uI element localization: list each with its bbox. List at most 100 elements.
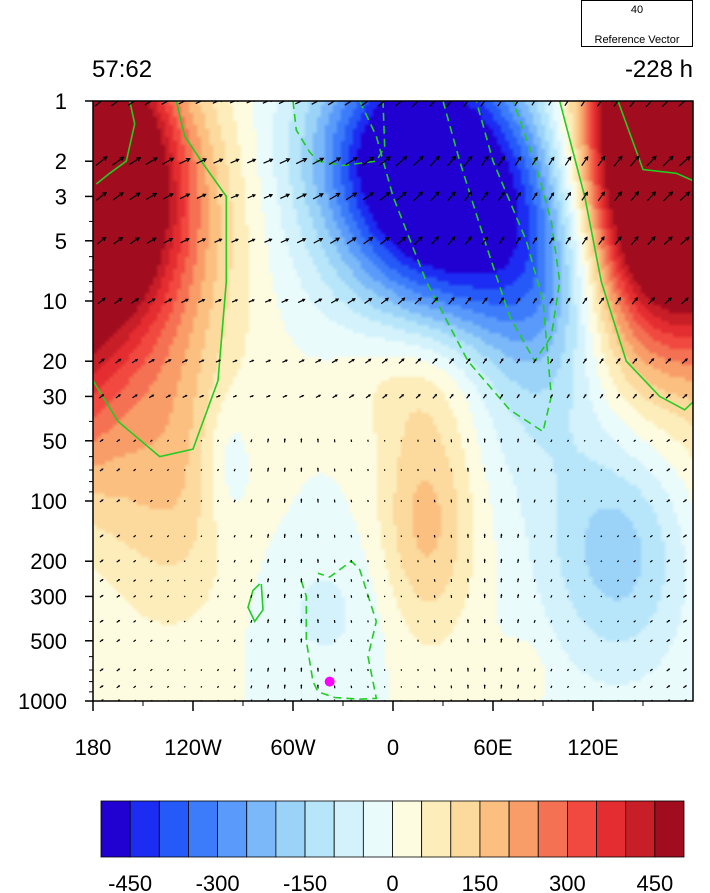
wind-vector xyxy=(146,237,157,244)
colorbar-swatch xyxy=(654,800,685,858)
wind-vector xyxy=(633,468,636,472)
wind-vector xyxy=(464,236,472,245)
wind-vector xyxy=(448,297,455,305)
wind-vector xyxy=(663,191,674,202)
wind-vector xyxy=(465,296,472,305)
wind-vector xyxy=(533,619,536,623)
wind-vector xyxy=(447,191,456,202)
wind-vector xyxy=(398,393,405,399)
wind-vector xyxy=(362,192,374,201)
wind-vector xyxy=(649,439,653,443)
wind-vector xyxy=(466,467,469,472)
wind-vector xyxy=(682,639,688,643)
wind-vector xyxy=(99,468,104,472)
wind-vector xyxy=(516,358,520,364)
wind-vector xyxy=(548,101,553,106)
wind-vector xyxy=(549,297,554,304)
wind-vector xyxy=(682,685,688,689)
wind-vector xyxy=(316,684,319,689)
wind-vector xyxy=(133,534,137,538)
wind-vector xyxy=(265,359,272,363)
wind-vector xyxy=(500,533,503,538)
wind-vector xyxy=(300,558,303,563)
wind-vector xyxy=(231,238,239,243)
wind-vector xyxy=(350,534,353,538)
wind-vector xyxy=(581,191,589,201)
wind-vector xyxy=(200,595,203,598)
wind-vector xyxy=(532,236,538,245)
wind-vector xyxy=(163,237,174,244)
wind-vector xyxy=(216,639,220,642)
wind-vector xyxy=(263,158,274,164)
wind-vector xyxy=(629,101,636,108)
wind-vector xyxy=(649,595,653,598)
wind-vector xyxy=(216,579,220,582)
wind-vector xyxy=(166,579,170,582)
wind-vector xyxy=(250,619,253,623)
wind-vector xyxy=(365,394,372,399)
wind-vector xyxy=(666,594,671,598)
wind-vector xyxy=(200,639,203,642)
wind-vector xyxy=(666,668,671,672)
wind-vector xyxy=(231,299,239,303)
wind-vector xyxy=(331,359,339,364)
wind-vector xyxy=(283,637,286,643)
wind-vector xyxy=(330,298,340,304)
wind-vector xyxy=(514,156,522,166)
wind-vector xyxy=(633,534,636,538)
wind-vector xyxy=(183,579,186,582)
wind-vector xyxy=(133,559,137,563)
wind-vector xyxy=(200,560,203,563)
right-title: -228 h xyxy=(624,56,693,83)
wind-vector xyxy=(466,593,469,599)
wind-vector xyxy=(499,393,504,399)
wind-vector xyxy=(312,157,325,165)
y-tick-label: 10 xyxy=(43,289,67,314)
wind-vector xyxy=(633,499,636,503)
wind-vector xyxy=(515,191,522,201)
colorbar-swatch xyxy=(450,800,481,858)
wind-vector xyxy=(600,639,603,642)
wind-vector xyxy=(267,533,270,538)
wind-vector xyxy=(96,236,107,245)
wind-vector xyxy=(382,394,388,399)
wind-vector xyxy=(229,101,239,104)
wind-vector xyxy=(533,579,536,583)
wind-vector xyxy=(666,619,671,623)
wind-vector xyxy=(616,439,620,442)
wind-vector xyxy=(350,620,353,623)
wind-vector xyxy=(466,558,469,563)
wind-vector xyxy=(380,297,390,305)
contour-line xyxy=(300,560,378,701)
wind-vector xyxy=(600,595,603,598)
wind-vector xyxy=(345,156,358,166)
wind-vector xyxy=(283,498,286,503)
wind-vector xyxy=(483,533,486,538)
wind-vector xyxy=(380,236,390,245)
wind-vector xyxy=(249,395,255,398)
wind-vector xyxy=(267,593,270,599)
wind-vector xyxy=(583,469,586,471)
colorbar-swatch xyxy=(625,800,656,858)
wind-vector xyxy=(183,535,186,538)
wind-vector xyxy=(463,155,473,167)
wind-vector xyxy=(649,559,653,563)
wind-vector xyxy=(116,499,121,503)
wind-vector xyxy=(483,637,486,643)
wind-vector xyxy=(566,620,570,623)
wind-vector xyxy=(517,667,520,672)
wind-vector xyxy=(649,499,653,503)
wind-vector xyxy=(183,595,186,598)
wind-vector xyxy=(99,619,104,623)
wind-vector xyxy=(200,439,203,442)
wind-vector xyxy=(128,156,142,166)
wind-vector xyxy=(616,468,620,472)
wind-vector xyxy=(664,297,672,305)
wind-vector xyxy=(99,594,104,598)
wind-vector xyxy=(165,359,172,364)
wind-vector xyxy=(566,639,570,642)
wind-vector xyxy=(297,298,306,304)
wind-vector xyxy=(96,191,108,201)
wind-vector xyxy=(432,393,438,399)
wind-vector xyxy=(583,595,586,598)
